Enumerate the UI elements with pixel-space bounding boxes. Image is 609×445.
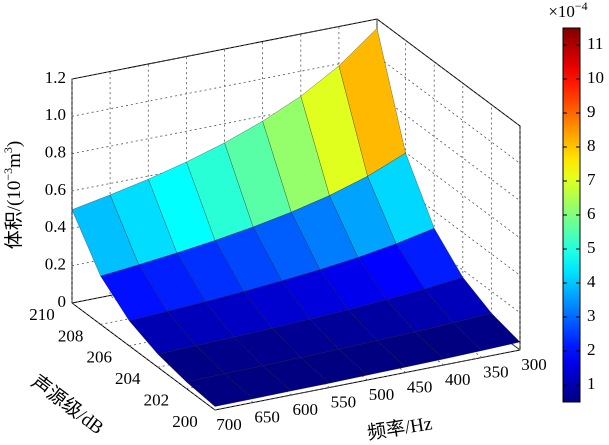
x-tick-label: 400: [445, 370, 471, 389]
colorbar-tick-label: 2: [587, 340, 596, 359]
x-axis-label: 频率/Hz: [366, 412, 434, 444]
z-label-part: m: [4, 153, 25, 168]
x-tick-label: 300: [521, 355, 547, 374]
z-tick-label: 1.2: [45, 68, 66, 87]
y-axis-label: 声源级/dB: [27, 371, 108, 439]
y-tick-label: 204: [115, 369, 141, 388]
colorbar-tick-label: 4: [587, 272, 596, 291]
x-tick-label: 700: [216, 415, 242, 434]
x-tick-label: 650: [254, 407, 280, 426]
surface-patch: [185, 373, 254, 407]
colorbar-tick-label: 6: [587, 204, 596, 223]
y-tick-label: 208: [58, 326, 84, 345]
x-tick-label: 350: [483, 362, 509, 381]
x-tick-label: 450: [407, 377, 433, 396]
z-label-part: 体积/(10: [3, 181, 25, 250]
colorbar-scale-exp: −4: [575, 0, 588, 13]
colorbar-tick-label: 8: [587, 136, 596, 155]
z-tick-label: 1.0: [45, 105, 66, 124]
colorbar-tick-label: 10: [587, 68, 604, 87]
x-tick-label: 500: [369, 385, 395, 404]
colorbar-tick-label: 9: [587, 102, 596, 121]
colorbar-scale: ×10−4: [548, 0, 587, 21]
colorbar-tick-label: 1: [587, 374, 596, 393]
z-tick-label: 0.4: [45, 217, 67, 236]
z-axis-label: 体积/(10−3m3): [1, 141, 26, 250]
y-tick-label: 202: [144, 391, 170, 410]
z-tick-label: 0.2: [45, 255, 66, 274]
z-label-part: 3: [1, 147, 15, 153]
z-tick-label: 0.6: [45, 180, 66, 199]
z-tick-label: 0.8: [45, 143, 66, 162]
x-tick-label: 550: [331, 392, 357, 411]
colorbar-tick-label: 11: [587, 34, 603, 53]
y-tick-label: 206: [86, 348, 112, 367]
colorbar-tick-label: 3: [587, 306, 596, 325]
z-label-part: ): [4, 141, 25, 147]
y-tick-label: 210: [29, 305, 55, 324]
grid-line: [71, 18, 521, 127]
colorbar-scale-base: ×10: [548, 2, 575, 21]
grid-line: [214, 126, 521, 411]
z-label-part: −3: [1, 168, 15, 181]
x-tick-label: 600: [293, 400, 319, 419]
y-tick-label: 200: [172, 412, 198, 431]
z-tick-label: 0: [58, 292, 67, 311]
colorbar-tick-label: 7: [587, 170, 596, 189]
colorbar-tick-label: 5: [587, 238, 596, 257]
